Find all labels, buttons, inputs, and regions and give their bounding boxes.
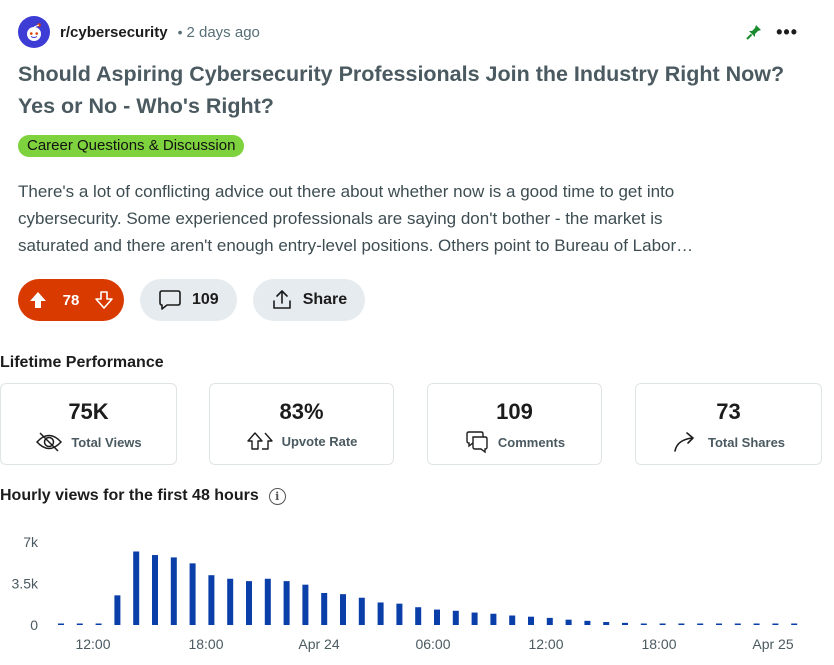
stat-card-views: 75K Total Views: [0, 383, 177, 465]
chart-bar[interactable]: [791, 623, 798, 626]
chart-bar[interactable]: [246, 581, 252, 625]
x-tick-label: Apr 25: [752, 636, 793, 652]
chart-bar[interactable]: [227, 578, 234, 625]
chart-bar[interactable]: [716, 623, 722, 626]
post-flair[interactable]: Career Questions & Discussion: [18, 135, 245, 157]
x-tick-label: 12:00: [528, 636, 563, 652]
comment-bubble-icon: [159, 290, 181, 310]
comment-icon: [466, 431, 488, 454]
x-tick-label: 18:00: [641, 636, 676, 652]
chart-title: Hourly views for the first 48 hours: [0, 487, 259, 504]
post-title[interactable]: Should Aspiring Cybersecurity Profession…: [18, 62, 785, 118]
stat-card-shares: 73 Total Shares: [635, 383, 822, 465]
chart-bar[interactable]: [471, 612, 478, 625]
chart-bar[interactable]: [565, 619, 572, 625]
upvote-count: 78: [62, 291, 80, 309]
lifetime-performance-title: Lifetime Performance: [0, 354, 164, 371]
pin-icon[interactable]: [746, 24, 762, 40]
comments-count: 109: [192, 291, 219, 308]
chart-bar[interactable]: [584, 620, 591, 625]
post-body-line: saturated and there aren't enough entry-…: [18, 236, 694, 255]
x-tick-label: 18:00: [188, 636, 223, 652]
chart-bar[interactable]: [452, 610, 459, 625]
downvote-icon[interactable]: [94, 290, 114, 310]
reddit-snoo-icon: [27, 23, 41, 41]
x-tick-label: 06:00: [415, 636, 450, 652]
stat-label: Comments: [497, 434, 566, 450]
post-body-line: cybersecurity. Some experienced professi…: [18, 209, 663, 228]
y-tick-label: 7k: [23, 534, 39, 550]
chart-bar[interactable]: [546, 617, 553, 625]
chart-bar[interactable]: [208, 575, 215, 625]
chart-bar[interactable]: [76, 623, 83, 626]
info-icon[interactable]: i: [268, 487, 286, 505]
x-tick-label: Apr 24: [298, 636, 339, 652]
upvote-filled-icon[interactable]: [28, 290, 48, 310]
post-header: r/cybersecurity • 2 days ago •••: [18, 14, 818, 50]
chart-bar[interactable]: [170, 557, 177, 625]
chart-bar[interactable]: [528, 616, 534, 625]
stat-value: 75K: [68, 399, 109, 424]
hourly-views-chart: 7k 3.5k 0 12:00 18:00 Apr 24 06:00 12:00 18:00 Ap…: [12, 534, 798, 652]
y-tick-label: 0: [30, 617, 38, 633]
stat-label: Upvote Rate: [281, 433, 358, 449]
share-button[interactable]: Share: [252, 279, 366, 321]
y-tick-label: 3.5k: [12, 576, 39, 592]
comments-button[interactable]: 109: [140, 279, 237, 321]
chart-bar[interactable]: [152, 555, 158, 625]
chart-bar[interactable]: [283, 581, 290, 625]
share-label: Share: [302, 291, 348, 308]
chart-bar[interactable]: [321, 592, 328, 625]
chart-bar[interactable]: [95, 623, 102, 626]
stat-label: Total Shares: [707, 434, 786, 450]
chart-bar[interactable]: [114, 595, 121, 625]
stat-value: 73: [716, 399, 741, 424]
chart-bar[interactable]: [697, 623, 704, 626]
share-arrow-icon: [674, 432, 694, 452]
stat-card-upvote-rate: 83% Upvote Rate: [209, 383, 394, 465]
chart-bar[interactable]: [622, 622, 628, 625]
x-tick-label: 12:00: [75, 636, 110, 652]
chart-bar[interactable]: [396, 603, 403, 625]
chart-bar[interactable]: [603, 622, 610, 625]
chart-bar[interactable]: [133, 551, 140, 625]
subreddit-avatar[interactable]: [18, 16, 50, 48]
chart-bar[interactable]: [189, 563, 196, 625]
post-actions: 78 109 Share: [18, 279, 366, 321]
chart-bar[interactable]: [490, 613, 497, 625]
chart-bar[interactable]: [678, 623, 685, 626]
stat-value: 109: [496, 399, 533, 424]
chart-bar[interactable]: [753, 623, 760, 626]
more-options-icon[interactable]: •••: [776, 22, 798, 42]
stat-card-comments: 109 Comments: [427, 383, 602, 465]
post-body[interactable]: There's a lot of conflicting advice out …: [18, 178, 818, 259]
stats-row: 75K Total Views 83% Upvote Rate 109: [0, 383, 834, 465]
chart-bar[interactable]: [340, 594, 346, 625]
post-age: 2 days ago: [186, 23, 260, 41]
chart-bar[interactable]: [434, 609, 440, 625]
meta-separator: •: [177, 24, 183, 40]
chart-bar[interactable]: [358, 597, 365, 625]
chart-bar[interactable]: [377, 602, 384, 625]
chart-bar[interactable]: [264, 578, 271, 625]
chart-bar[interactable]: [58, 623, 64, 626]
chart-bar[interactable]: [302, 584, 309, 625]
eye-icon: [36, 432, 63, 452]
chart-bar[interactable]: [772, 623, 779, 626]
chart-bar[interactable]: [659, 623, 666, 626]
chart-bar[interactable]: [509, 615, 516, 625]
stat-label: Total Views: [71, 434, 142, 450]
post-body-line: There's a lot of conflicting advice out …: [18, 182, 675, 201]
upvote-icon: [246, 432, 273, 450]
vote-button-group: 78: [18, 279, 124, 321]
chart-bar[interactable]: [734, 623, 741, 626]
chart-header: Hourly views for the first 48 hours i: [0, 487, 286, 505]
stat-value: 83%: [279, 399, 324, 424]
subreddit-name[interactable]: r/cybersecurity: [60, 23, 168, 41]
share-icon: [272, 290, 291, 309]
chart-bar[interactable]: [415, 607, 422, 625]
chart-bar[interactable]: [640, 623, 647, 626]
